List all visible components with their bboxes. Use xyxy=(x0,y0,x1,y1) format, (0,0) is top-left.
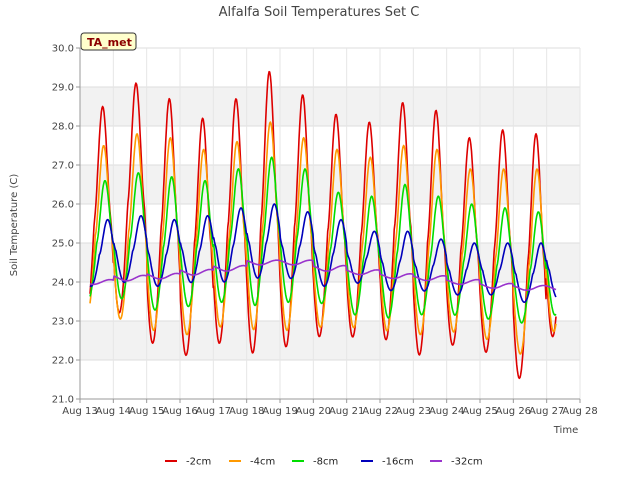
ta-met-badge: TA_met xyxy=(80,32,137,51)
series-layer xyxy=(89,70,557,380)
y-tick-label: 29.0 xyxy=(52,83,74,94)
legend-label: -8cm xyxy=(313,457,338,468)
x-tick-label: Aug 28 xyxy=(562,406,597,417)
y-tick-label: 23.0 xyxy=(52,317,74,328)
y-axis-label: Soil Temperature (C) xyxy=(9,174,20,277)
x-tick-label: Aug 22 xyxy=(362,406,397,417)
x-tick-label: Aug 25 xyxy=(462,406,497,417)
axes: 21.0 22.0 23.0 24.0 25.0 26.0 27.0 28.0 29.0 30.0… xyxy=(52,44,598,418)
plot-band xyxy=(80,87,580,126)
legend-label: -32cm xyxy=(451,457,483,468)
y-tick-label: 24.0 xyxy=(52,278,74,289)
y-tick-label: 21.0 xyxy=(52,395,74,406)
series-line-neg-16cm xyxy=(89,203,557,304)
x-tick-label: Aug 20 xyxy=(296,406,331,417)
y-tick-label: 26.0 xyxy=(52,200,74,211)
x-axis-label: Time xyxy=(553,425,578,436)
x-tick-label: Aug 14 xyxy=(96,406,131,417)
x-tick-label: Aug 17 xyxy=(196,406,231,417)
x-tick-label: Aug 21 xyxy=(329,406,364,417)
y-tick-label: 25.0 xyxy=(52,239,74,250)
x-tick-label: Aug 13 xyxy=(62,406,97,417)
plot-band xyxy=(80,282,580,321)
x-tick-label: Aug 15 xyxy=(129,406,164,417)
x-tick-label: Aug 26 xyxy=(496,406,531,417)
y-tick-label: 28.0 xyxy=(52,122,74,133)
y-tick-label: 27.0 xyxy=(52,161,74,172)
badge-box xyxy=(80,32,137,51)
chart-title: Alfalfa Soil Temperatures Set C xyxy=(219,5,420,20)
plot-band xyxy=(80,360,580,399)
plot-band xyxy=(80,321,580,360)
legend-label: -4cm xyxy=(250,457,275,468)
x-tick-label: Aug 23 xyxy=(396,406,431,417)
legend-label: -16cm xyxy=(382,457,414,468)
legend: -2cm -4cm -8cm -16cm -32cm xyxy=(165,457,483,468)
plot-band xyxy=(80,48,580,87)
series-line-neg-32cm xyxy=(89,259,557,292)
legend-label: -2cm xyxy=(186,457,211,468)
x-tick-label: Aug 18 xyxy=(229,406,264,417)
y-tick-label: 30.0 xyxy=(52,44,74,55)
plot-band xyxy=(80,126,580,165)
x-tick-label: Aug 27 xyxy=(529,406,564,417)
x-tick-label: Aug 24 xyxy=(429,406,464,417)
x-tick-label: Aug 16 xyxy=(162,406,197,417)
x-tick-label: Aug 19 xyxy=(262,406,297,417)
y-tick-label: 22.0 xyxy=(52,356,74,367)
badge-label: TA_met xyxy=(87,36,132,49)
